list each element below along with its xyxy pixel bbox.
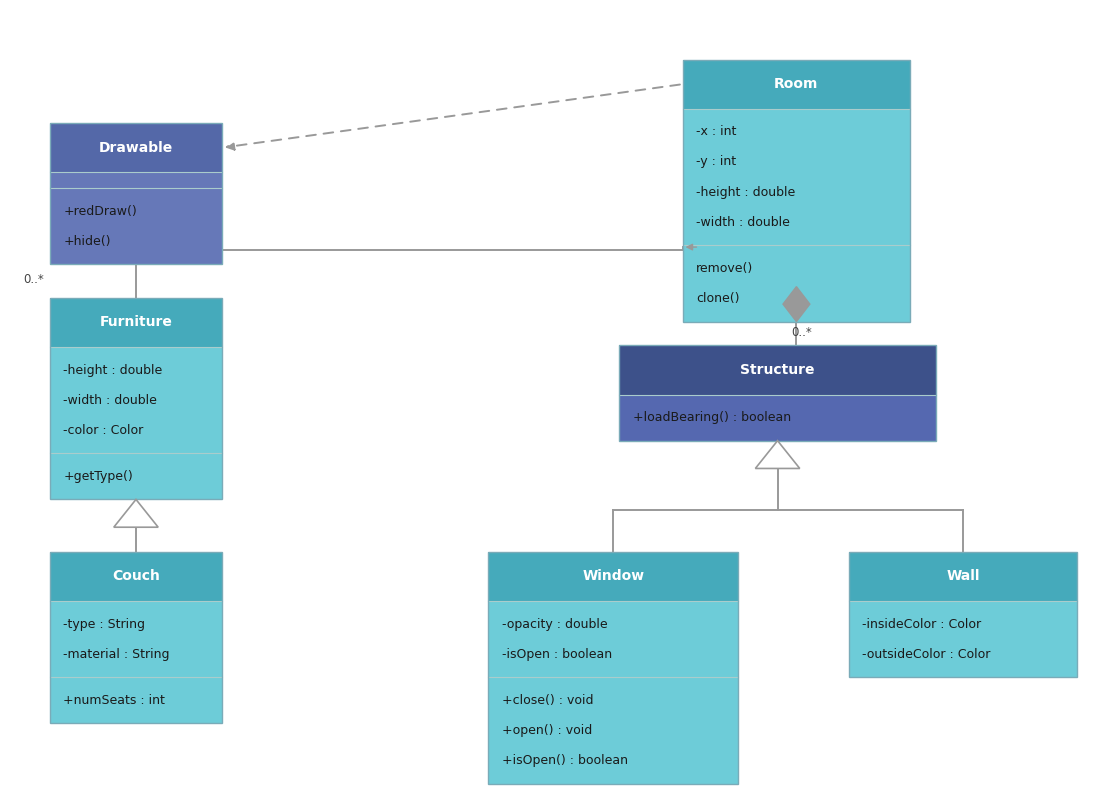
Text: 0..*: 0..* <box>23 273 44 287</box>
Bar <box>488 552 738 601</box>
Text: 0..*: 0..* <box>790 326 811 339</box>
Text: -isOpen : boolean: -isOpen : boolean <box>502 648 612 661</box>
Bar <box>50 347 222 453</box>
Text: clone(): clone() <box>696 292 739 305</box>
Text: +close() : void: +close() : void <box>502 694 593 707</box>
Text: +getType(): +getType() <box>63 470 133 483</box>
Text: -material : String: -material : String <box>63 648 170 661</box>
Bar <box>50 453 222 499</box>
Bar <box>50 677 222 723</box>
Text: +hide(): +hide() <box>63 235 111 248</box>
Bar <box>50 123 222 264</box>
Bar <box>50 552 222 601</box>
Text: -outsideColor : Color: -outsideColor : Color <box>862 648 991 661</box>
Text: -height : double: -height : double <box>696 186 795 198</box>
Text: Structure: Structure <box>740 363 815 377</box>
Bar <box>488 552 738 784</box>
Text: remove(): remove() <box>696 262 754 275</box>
Bar <box>50 298 222 347</box>
Bar <box>619 345 936 395</box>
Bar <box>619 345 936 441</box>
Bar <box>849 552 1077 601</box>
Text: +redDraw(): +redDraw() <box>63 205 137 218</box>
Bar <box>683 245 910 322</box>
Bar <box>50 601 222 677</box>
Text: -insideColor : Color: -insideColor : Color <box>862 618 981 630</box>
Text: -height : double: -height : double <box>63 364 162 376</box>
Text: +loadBearing() : boolean: +loadBearing() : boolean <box>633 411 790 424</box>
Text: 1: 1 <box>810 347 817 360</box>
Text: -x : int: -x : int <box>696 125 736 138</box>
Polygon shape <box>113 499 159 527</box>
Polygon shape <box>755 441 799 468</box>
Text: -width : double: -width : double <box>696 216 790 229</box>
Bar <box>50 188 222 264</box>
Bar <box>50 298 222 499</box>
Bar <box>849 552 1077 677</box>
Polygon shape <box>783 287 810 322</box>
Text: Room: Room <box>775 77 818 91</box>
Bar <box>683 60 910 322</box>
Text: -y : int: -y : int <box>696 156 736 168</box>
Text: +numSeats : int: +numSeats : int <box>63 694 165 707</box>
Text: -width : double: -width : double <box>63 394 158 407</box>
Bar <box>849 601 1077 677</box>
Text: -color : Color: -color : Color <box>63 424 143 437</box>
Text: Furniture: Furniture <box>100 315 172 330</box>
Bar <box>50 172 222 188</box>
Bar <box>488 601 738 677</box>
Text: -type : String: -type : String <box>63 618 145 630</box>
Text: Drawable: Drawable <box>99 141 173 155</box>
Text: 1: 1 <box>722 225 729 239</box>
Text: Window: Window <box>583 569 644 584</box>
Text: Couch: Couch <box>112 569 160 584</box>
Text: +open() : void: +open() : void <box>502 724 592 737</box>
Bar <box>683 60 910 109</box>
Bar <box>683 109 910 245</box>
Text: Wall: Wall <box>946 569 980 584</box>
Bar <box>50 552 222 723</box>
Bar <box>50 123 222 172</box>
Bar <box>488 677 738 784</box>
Bar <box>619 395 936 441</box>
Text: -opacity : double: -opacity : double <box>502 618 607 630</box>
Text: +isOpen() : boolean: +isOpen() : boolean <box>502 754 628 767</box>
